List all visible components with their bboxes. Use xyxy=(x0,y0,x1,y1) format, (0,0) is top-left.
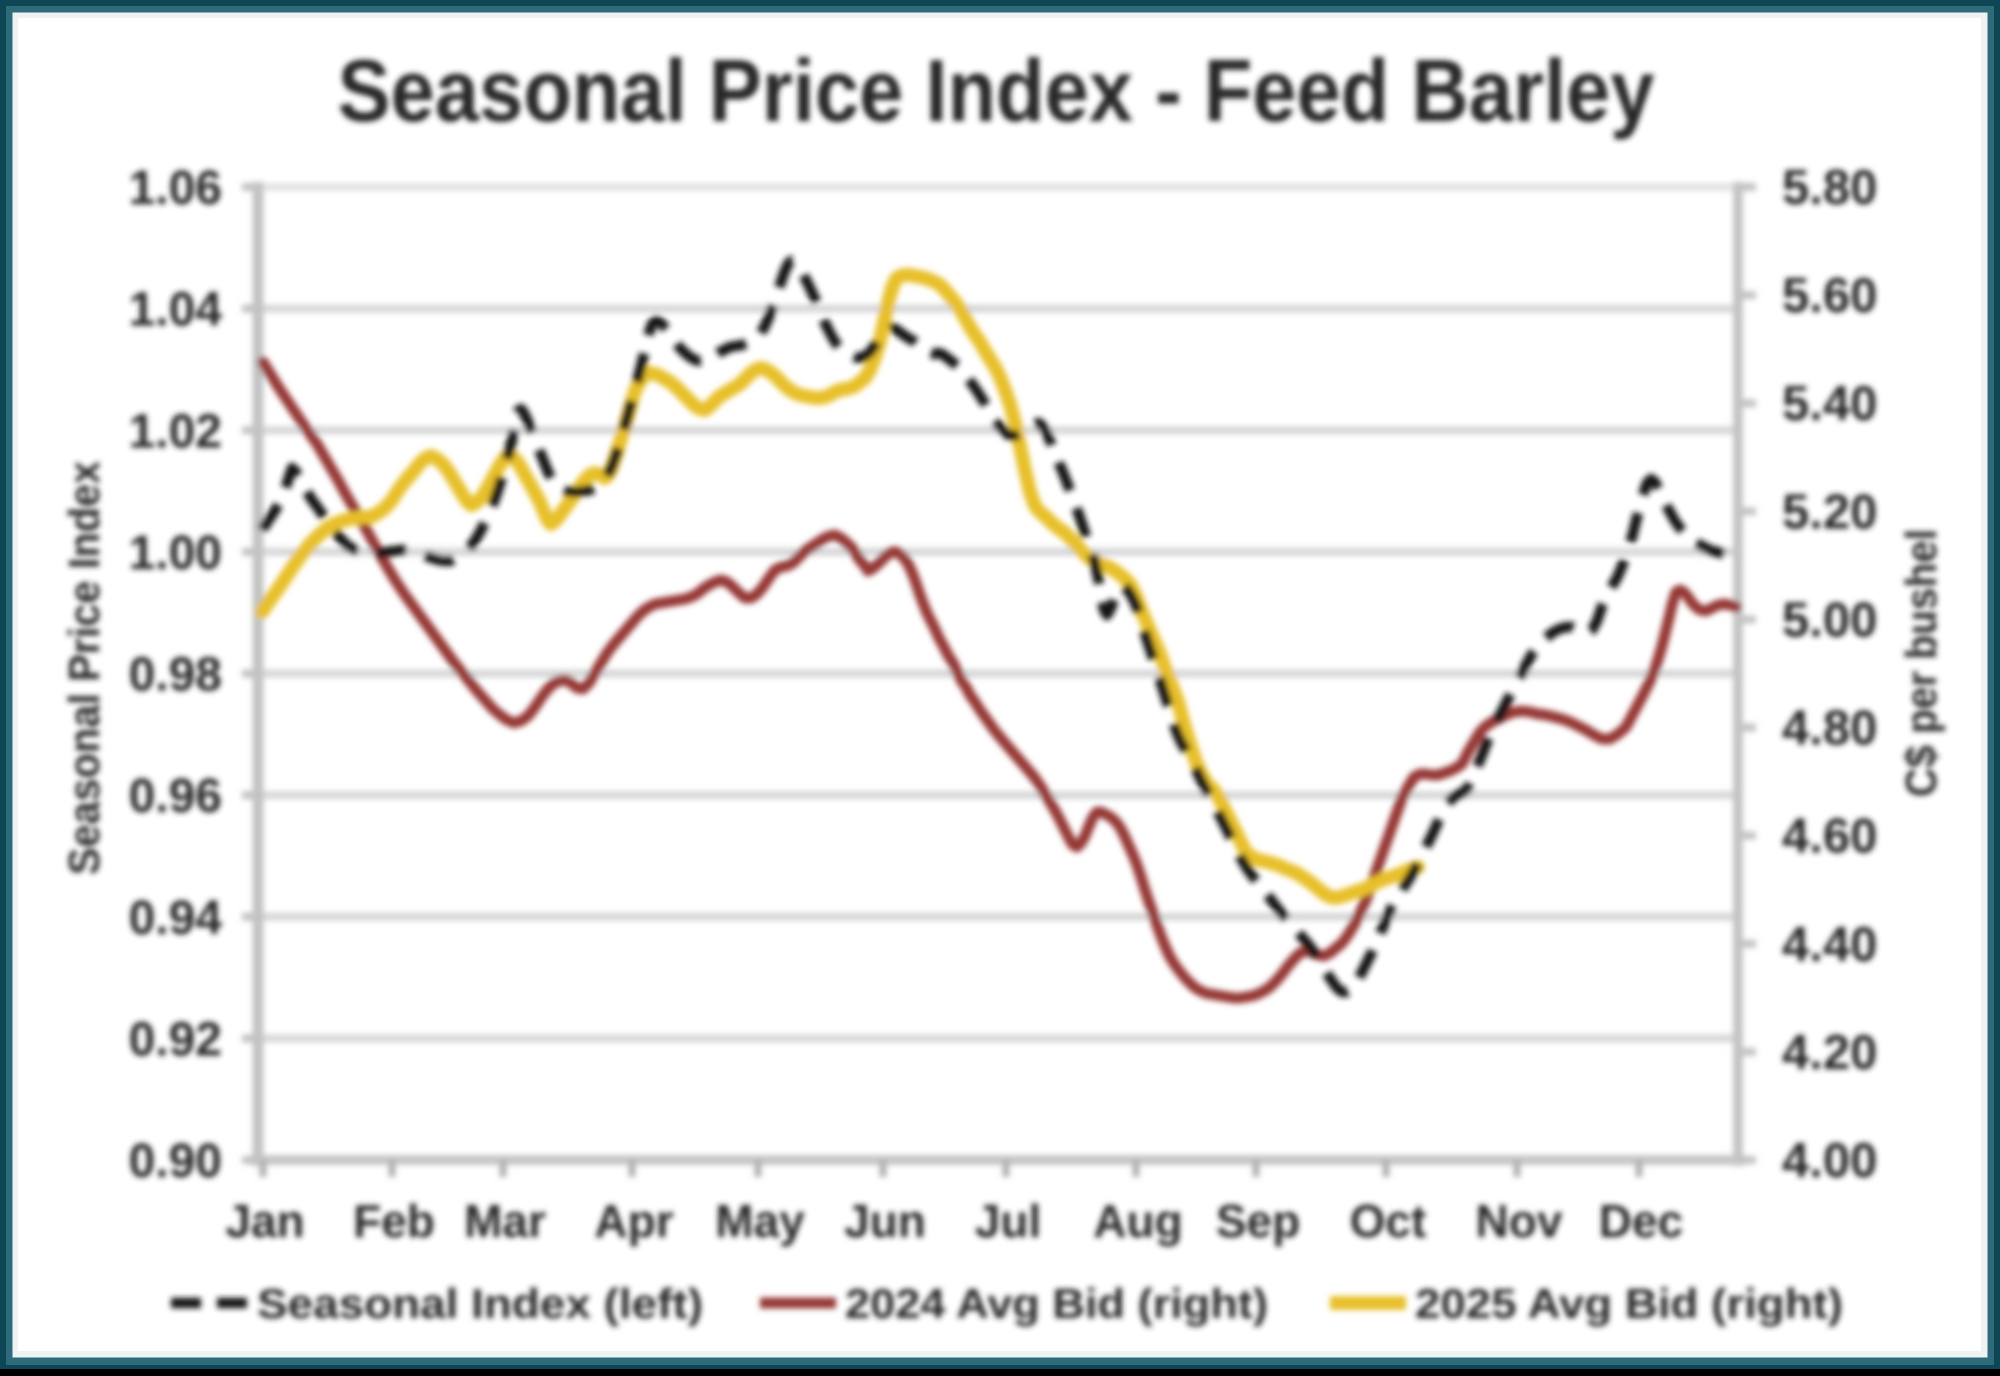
svg-text:2025 Avg Bid (right): 2025 Avg Bid (right) xyxy=(1415,1280,1843,1327)
svg-text:Nov: Nov xyxy=(1476,1195,1563,1247)
svg-text:1.06: 1.06 xyxy=(129,162,222,215)
svg-text:Feb: Feb xyxy=(353,1195,435,1247)
svg-text:Mar: Mar xyxy=(464,1195,546,1247)
svg-text:0.94: 0.94 xyxy=(129,892,223,945)
svg-text:1.00: 1.00 xyxy=(129,527,222,580)
svg-text:0.98: 0.98 xyxy=(129,649,222,702)
svg-text:Jul: Jul xyxy=(975,1195,1041,1247)
svg-text:0.92: 0.92 xyxy=(129,1013,222,1066)
svg-text:0.96: 0.96 xyxy=(129,770,222,823)
svg-text:5.40: 5.40 xyxy=(1782,377,1877,431)
svg-text:2024 Avg Bid (right): 2024 Avg Bid (right) xyxy=(845,1280,1268,1327)
svg-text:4.40: 4.40 xyxy=(1782,918,1877,972)
svg-text:Seasonal Price Index: Seasonal Price Index xyxy=(60,461,109,875)
svg-text:4.80: 4.80 xyxy=(1782,702,1877,756)
svg-text:4.60: 4.60 xyxy=(1782,810,1877,864)
svg-text:Aug: Aug xyxy=(1093,1195,1182,1247)
svg-text:Apr: Apr xyxy=(594,1195,673,1247)
svg-text:C$ per bushel: C$ per bushel xyxy=(1897,529,1946,797)
svg-text:5.00: 5.00 xyxy=(1782,593,1877,647)
svg-text:Jan: Jan xyxy=(225,1195,304,1247)
svg-text:Seasonal Price Index - Feed Ba: Seasonal Price Index - Feed Barley xyxy=(338,41,1655,140)
svg-text:4.00: 4.00 xyxy=(1782,1134,1877,1188)
svg-text:Oct: Oct xyxy=(1350,1195,1427,1247)
svg-text:0.90: 0.90 xyxy=(129,1135,222,1188)
svg-text:Dec: Dec xyxy=(1599,1195,1683,1247)
svg-text:Seasonal Index (left): Seasonal Index (left) xyxy=(257,1280,703,1327)
svg-text:4.20: 4.20 xyxy=(1782,1026,1877,1080)
svg-text:1.02: 1.02 xyxy=(129,405,222,458)
svg-text:5.20: 5.20 xyxy=(1782,485,1877,539)
svg-text:Sep: Sep xyxy=(1216,1195,1300,1247)
svg-text:5.60: 5.60 xyxy=(1782,269,1877,323)
svg-text:1.04: 1.04 xyxy=(129,284,223,337)
svg-text:5.80: 5.80 xyxy=(1782,161,1877,215)
svg-text:Jun: Jun xyxy=(844,1195,926,1247)
svg-text:May: May xyxy=(715,1195,805,1247)
